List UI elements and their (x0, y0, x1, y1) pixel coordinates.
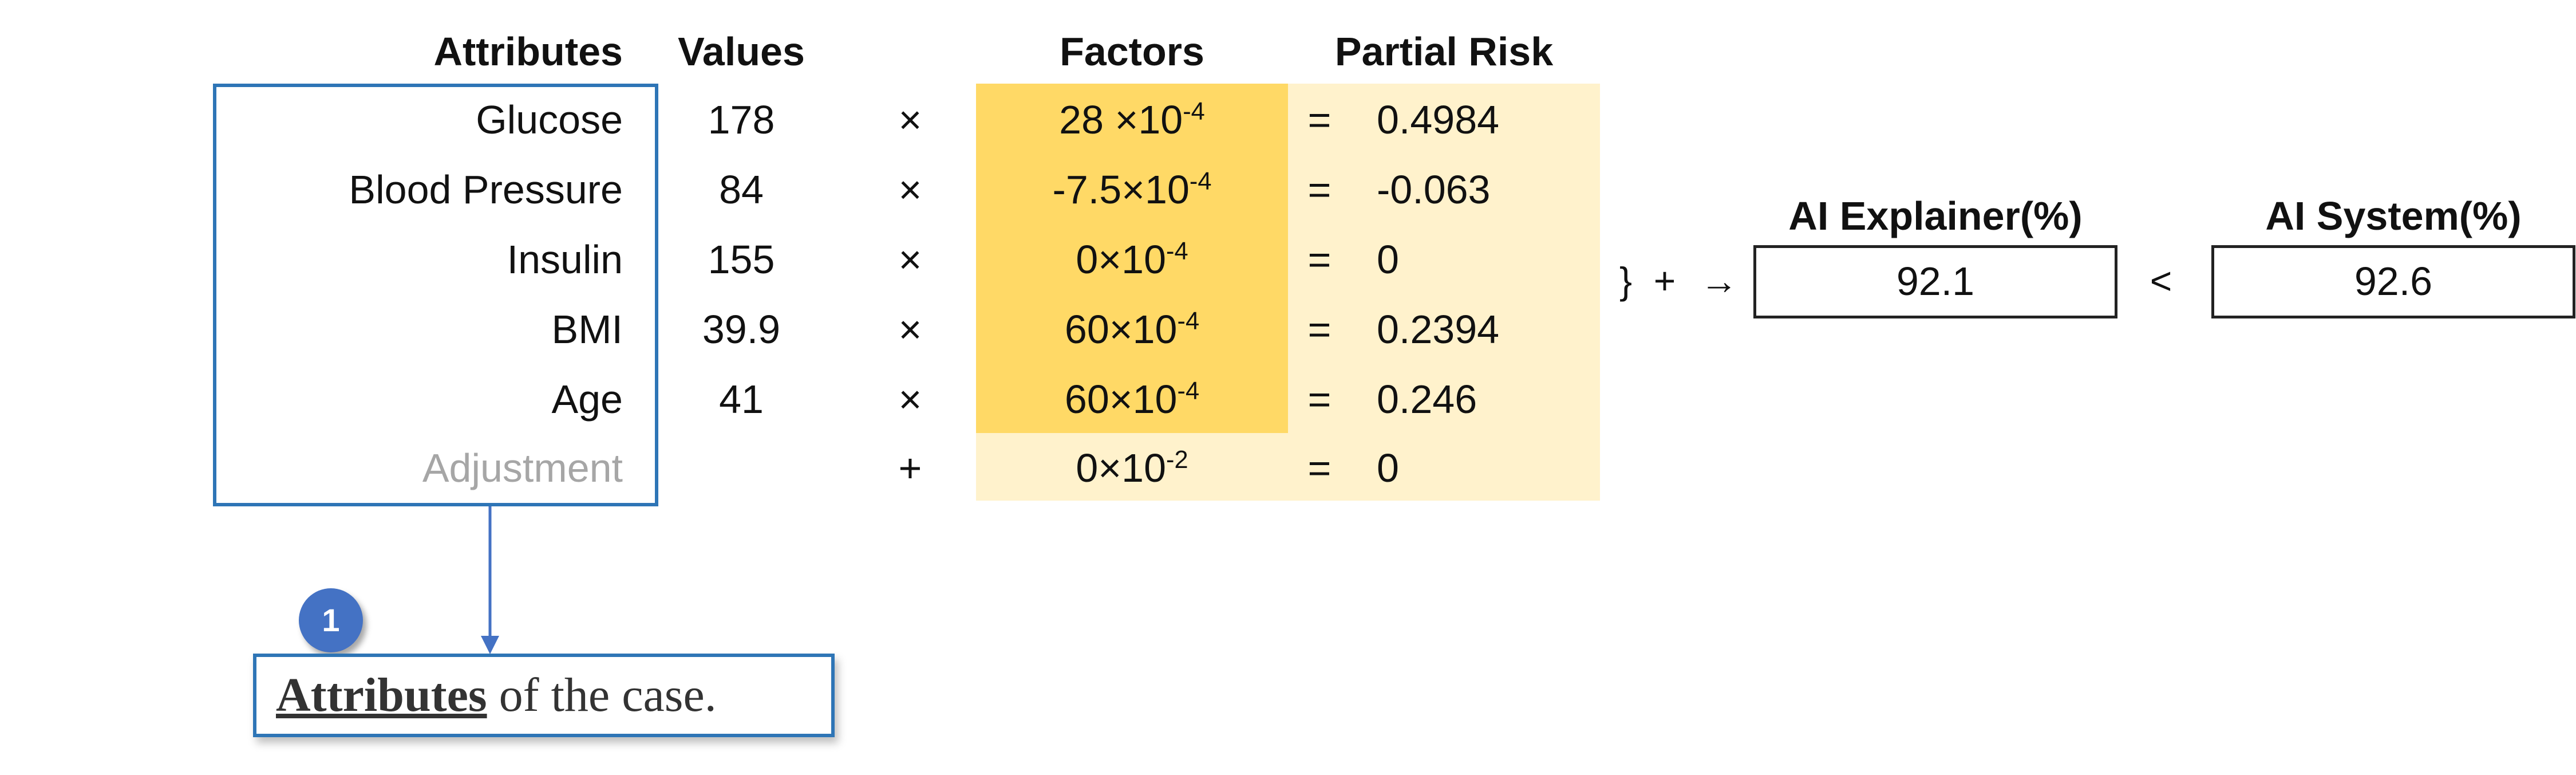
factor-base: 60×10 (1064, 307, 1178, 352)
factor-exponent: -4 (1177, 308, 1200, 336)
header-attributes: Attributes (433, 29, 623, 74)
factor-cell: 28 ×10-4 (976, 85, 1288, 155)
ai-explainer-label: AI Explainer(%) (1788, 194, 2083, 238)
adjustment-factor-cell: 0×10-2 (976, 433, 1288, 503)
partial-risk-cell: 0 (1377, 237, 1399, 282)
value-cell: 41 (719, 377, 764, 422)
header-factors: Factors (1060, 29, 1204, 74)
attribute-label: Insulin (507, 237, 623, 282)
factor-base: -7.5×10 (1052, 167, 1190, 212)
factor-base: 28 ×10 (1059, 97, 1183, 142)
factor-exponent: -4 (1183, 98, 1205, 126)
multiply-operator: × (898, 307, 922, 352)
factor-cell: 0×10-4 (976, 225, 1288, 294)
factor-exponent: -4 (1166, 238, 1188, 266)
header-partial-risk: Partial Risk (1334, 29, 1554, 74)
factor-base: 60×10 (1064, 377, 1178, 422)
value-cell: 39.9 (702, 307, 781, 352)
ai-system-value-box: 92.6 (2211, 245, 2575, 318)
factor-base: 0×10 (1076, 446, 1167, 490)
value-cell: 84 (719, 167, 764, 212)
factor-base: 0×10 (1076, 237, 1167, 282)
equals-sign: = (1307, 377, 1332, 422)
factor-cell: 60×10-4 (976, 364, 1288, 434)
plus-operator: + (898, 446, 922, 490)
factor-cell: -7.5×10-4 (976, 155, 1288, 225)
equals-sign: = (1307, 307, 1332, 352)
ai-system-label: AI System(%) (2265, 194, 2522, 238)
partial-risk-cell: -0.063 (1377, 167, 1491, 212)
factor-cell: 60×10-4 (976, 294, 1288, 364)
multiply-operator: × (898, 167, 922, 212)
partial-risk-cell: 0.4984 (1377, 97, 1500, 142)
result-arrow: → (1700, 259, 1738, 302)
attribute-label: BMI (551, 307, 623, 352)
factor-exponent: -4 (1177, 377, 1200, 406)
factor-exponent: -2 (1166, 446, 1188, 474)
callout-emphasis: Attributes (276, 668, 487, 722)
partial-risk-cell: 0.2394 (1377, 307, 1500, 352)
factor-exponent: -4 (1189, 168, 1212, 196)
callout-text: of the case. (487, 668, 717, 722)
value-cell: 178 (708, 97, 775, 142)
factors-highlight (976, 84, 1288, 433)
partial-risk-cell: 0.246 (1377, 377, 1477, 422)
attribute-label: Blood Pressure (349, 167, 623, 212)
summation-plus: + (1653, 259, 1676, 302)
factors-adjustment-highlight (976, 433, 1288, 501)
partial-risk-highlight (1288, 84, 1600, 501)
equals-sign: = (1307, 167, 1332, 212)
attribute-label: Glucose (476, 97, 623, 142)
attributes-callout: Attributes of the case. (253, 654, 835, 737)
attributes-box (213, 84, 658, 506)
multiply-operator: × (898, 237, 922, 282)
adjustment-partial-risk-cell: 0 (1377, 446, 1399, 490)
equals-sign: = (1307, 237, 1332, 282)
ai-explainer-value-box: 92.1 (1753, 245, 2117, 318)
multiply-operator: × (898, 97, 922, 142)
header-values: Values (678, 29, 805, 74)
value-cell: 155 (708, 237, 775, 282)
connector-arrowhead (481, 636, 499, 654)
step-number-badge: 1 (299, 588, 363, 652)
equals-sign: = (1307, 97, 1332, 142)
adjustment-label: Adjustment (422, 446, 623, 490)
summation-brace: } (1619, 259, 1633, 302)
equals-sign: = (1307, 446, 1332, 490)
less-than-sign: < (2150, 259, 2172, 302)
multiply-operator: × (898, 377, 922, 422)
attribute-label: Age (551, 377, 623, 422)
